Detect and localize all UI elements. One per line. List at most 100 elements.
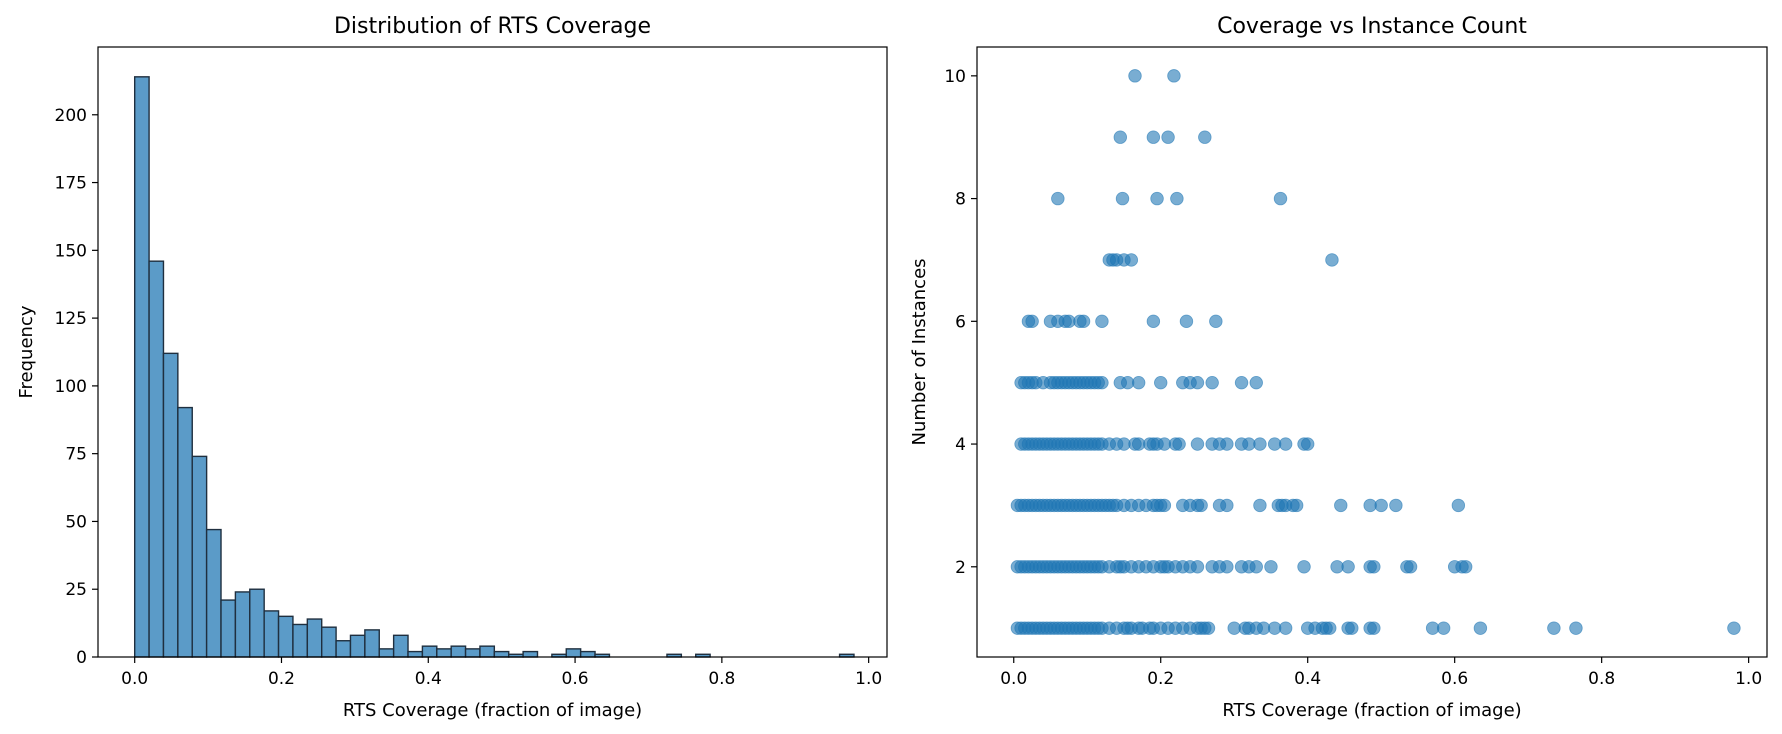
scatter-point bbox=[1253, 437, 1267, 451]
scatter-point bbox=[1170, 191, 1184, 206]
scatter-points bbox=[1010, 69, 1741, 635]
histogram-x-tick-label: 0.2 bbox=[268, 669, 295, 689]
scatter-point bbox=[1367, 560, 1381, 574]
scatter-point bbox=[1289, 498, 1304, 513]
scatter-point bbox=[1220, 498, 1234, 513]
histogram-bar bbox=[493, 650, 510, 658]
histogram-x-tick-label: 0.6 bbox=[562, 669, 589, 689]
histogram-bar bbox=[148, 260, 165, 658]
histogram-y-tick-label: 125 bbox=[55, 309, 87, 329]
histogram-x-ticks: 0.0 0.2 0.4 0.6 0.8 1.0 bbox=[121, 657, 882, 689]
histogram-title: Distribution of RTS Coverage bbox=[334, 14, 651, 39]
scatter-point bbox=[1278, 437, 1293, 451]
histogram-bar bbox=[464, 648, 481, 658]
scatter-point bbox=[1278, 621, 1293, 635]
scatter-y-axis-label: Number of Instances bbox=[909, 258, 930, 445]
scatter-point bbox=[1547, 621, 1561, 635]
scatter-point bbox=[1150, 191, 1164, 206]
histogram-bars bbox=[133, 76, 855, 658]
histogram-bar bbox=[249, 588, 265, 658]
histogram-axes-frame bbox=[97, 46, 888, 658]
histogram-x-tick-label: 0.8 bbox=[708, 669, 735, 689]
scatter-x-tick-label: 0.4 bbox=[1294, 669, 1321, 689]
scatter-point bbox=[1389, 498, 1403, 513]
histogram-x-tick-label: 0.0 bbox=[121, 669, 148, 689]
scatter-y-tick-label: 10 bbox=[944, 67, 966, 87]
scatter-point bbox=[1131, 375, 1146, 390]
histogram-y-ticks: 0 25 50 75 100 125 150 175 200 bbox=[55, 106, 98, 668]
scatter-point bbox=[1113, 130, 1128, 144]
scatter-point bbox=[1220, 560, 1234, 574]
histogram-bar bbox=[133, 76, 150, 658]
histogram-y-axis-label: Frequency bbox=[16, 305, 37, 398]
scatter-y-tick-label: 6 bbox=[955, 312, 966, 332]
histogram-bar bbox=[421, 645, 438, 658]
histogram-panel: 0.0 0.2 0.4 0.6 0.8 1.0 0 25 50 75 100 125 150 175 20… bbox=[16, 14, 888, 721]
histogram-y-tick-label: 150 bbox=[55, 241, 87, 261]
scatter-panel: 0.0 0.2 0.4 0.6 0.8 1.0 2 4 6 8 10 Coverage vs In… bbox=[909, 14, 1768, 721]
scatter-point bbox=[1234, 375, 1249, 390]
scatter-point bbox=[1167, 69, 1181, 83]
scatter-x-axis-label: RTS Coverage (fraction of image) bbox=[1222, 700, 1521, 721]
scatter-point bbox=[1115, 191, 1130, 206]
scatter-point bbox=[1172, 437, 1186, 451]
scatter-point bbox=[1124, 253, 1139, 267]
scatter-point bbox=[1341, 560, 1355, 574]
scatter-x-tick-label: 0.8 bbox=[1588, 669, 1615, 689]
scatter-point bbox=[1201, 621, 1216, 635]
scatter-point bbox=[1300, 437, 1315, 451]
histogram-bar bbox=[450, 645, 467, 658]
scatter-point bbox=[1334, 498, 1348, 513]
histogram-bar bbox=[392, 634, 409, 658]
scatter-point bbox=[1436, 621, 1451, 635]
scatter-point bbox=[1051, 191, 1065, 206]
histogram-y-tick-label: 100 bbox=[55, 377, 87, 397]
histogram-x-tick-label: 1.0 bbox=[855, 669, 882, 689]
scatter-y-tick-label: 4 bbox=[955, 435, 966, 455]
histogram-bar bbox=[407, 650, 424, 658]
scatter-x-tick-label: 0.0 bbox=[1000, 669, 1027, 689]
histogram-bar bbox=[277, 615, 294, 658]
scatter-point bbox=[1190, 375, 1205, 390]
histogram-bar bbox=[162, 352, 179, 658]
scatter-point bbox=[1146, 130, 1161, 144]
scatter-point bbox=[1190, 437, 1205, 451]
histogram-bar bbox=[335, 640, 352, 658]
scatter-y-tick-label: 2 bbox=[955, 558, 966, 578]
scatter-point bbox=[1451, 498, 1466, 513]
scatter-point bbox=[1205, 375, 1219, 390]
scatter-x-tick-label: 0.2 bbox=[1147, 669, 1174, 689]
scatter-point bbox=[1209, 314, 1223, 329]
scatter-point bbox=[1161, 130, 1175, 144]
scatter-point bbox=[1323, 621, 1337, 635]
scatter-point bbox=[1264, 560, 1278, 574]
scatter-point bbox=[1458, 560, 1473, 574]
scatter-point bbox=[1727, 621, 1741, 635]
histogram-bar bbox=[565, 648, 582, 658]
histogram-bar bbox=[378, 648, 395, 658]
scatter-point bbox=[1157, 498, 1172, 513]
histogram-bar bbox=[191, 455, 208, 658]
histogram-y-tick-label: 75 bbox=[65, 445, 87, 465]
scatter-point bbox=[1095, 314, 1109, 329]
scatter-point bbox=[1569, 621, 1583, 635]
histogram-x-tick-label: 0.4 bbox=[415, 669, 442, 689]
histogram-bar bbox=[579, 650, 596, 658]
scatter-point bbox=[1190, 560, 1205, 574]
scatter-point bbox=[1345, 621, 1359, 635]
scatter-axes-frame bbox=[976, 46, 1768, 658]
histogram-bar bbox=[436, 648, 452, 658]
histogram-bar bbox=[321, 626, 337, 658]
histogram-bar bbox=[220, 599, 237, 658]
histogram-y-tick-label: 200 bbox=[55, 106, 87, 126]
histogram-bar bbox=[263, 610, 280, 658]
histogram-y-tick-label: 25 bbox=[65, 580, 87, 600]
scatter-point bbox=[1367, 621, 1381, 635]
histogram-y-tick-label: 0 bbox=[76, 648, 87, 668]
scatter-point bbox=[1198, 130, 1212, 144]
histogram-bar bbox=[364, 629, 380, 658]
scatter-point bbox=[1220, 437, 1234, 451]
scatter-point bbox=[1179, 314, 1194, 329]
